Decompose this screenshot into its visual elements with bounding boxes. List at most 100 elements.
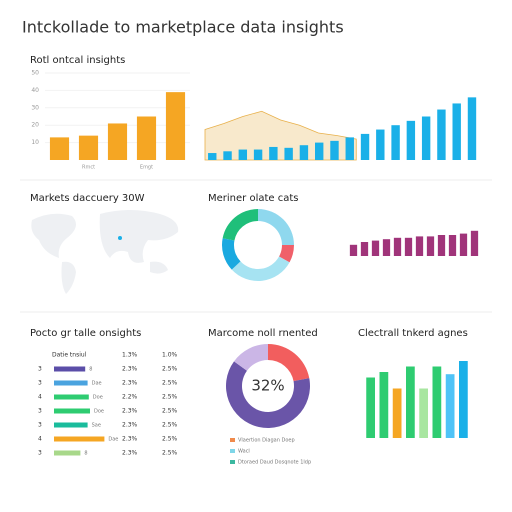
y-tick-label: 20: [31, 122, 39, 129]
row-value: 2.3%: [122, 450, 138, 457]
row-number: 4: [38, 394, 42, 401]
bar: [470, 230, 479, 256]
row-value: 2.2%: [122, 394, 138, 401]
bar: [459, 361, 468, 438]
chart-title: Marcome noll rnented: [208, 328, 318, 339]
donut-segment: [279, 245, 294, 263]
bar: [360, 133, 370, 160]
y-tick-label: 40: [31, 87, 39, 94]
row-number: 3: [38, 380, 42, 387]
donut-segment: [231, 256, 290, 281]
map-title: Markets daccuery 30W: [30, 193, 145, 204]
table-header: 1.0%: [162, 352, 178, 359]
bar: [360, 242, 369, 256]
bar: [382, 239, 391, 256]
bar: [415, 236, 424, 256]
row-label: Dae: [108, 437, 118, 443]
bar: [379, 372, 389, 438]
row-value: 2.5%: [162, 366, 178, 373]
bar: [445, 374, 455, 438]
donut-segment: [222, 238, 241, 270]
bar: [393, 237, 402, 256]
bar: [391, 125, 400, 160]
legend-swatch: [230, 460, 235, 464]
donut-segment: [268, 344, 310, 382]
row-value: 2.5%: [162, 380, 178, 387]
bar: [136, 116, 157, 160]
row-value: 2.5%: [162, 394, 178, 401]
row-value: 2.5%: [162, 450, 178, 457]
table-bar: [54, 450, 81, 456]
bar: [49, 137, 70, 160]
y-tick-label: 50: [31, 70, 39, 77]
row-number: 3: [38, 366, 42, 373]
bar: [426, 236, 435, 256]
row-label: Doe: [94, 409, 104, 415]
x-tick-label: Emgt: [140, 165, 153, 171]
bar: [452, 103, 461, 160]
x-tick-label: Rmct: [82, 165, 95, 171]
center-label: 32%: [251, 377, 284, 395]
bar: [432, 366, 442, 438]
row-label: Dae: [92, 381, 102, 387]
table-header: 1.3%: [122, 352, 138, 359]
donut-segment: [222, 209, 258, 241]
bar: [165, 92, 186, 160]
row-value: 2.5%: [162, 436, 178, 443]
legend-label: Vlaertion Diagan Doep: [238, 438, 295, 444]
table-bar: [54, 380, 88, 386]
donut-segment: [234, 344, 268, 371]
legend-swatch: [230, 449, 235, 453]
bar: [421, 116, 431, 160]
row-value: 2.5%: [162, 422, 178, 429]
bar: [284, 147, 293, 160]
bar: [349, 244, 358, 256]
row-value: 2.3%: [122, 380, 138, 387]
table-bar: [54, 408, 90, 414]
row-label: 8: [89, 367, 92, 373]
bar: [315, 142, 324, 160]
bar: [223, 151, 232, 160]
row-value: 2.3%: [122, 422, 138, 429]
bar: [366, 377, 375, 438]
table-bar: [54, 394, 89, 400]
bar: [467, 97, 477, 160]
legend-label: Wacl: [238, 449, 250, 455]
chart-title: Clectrall tnkerd agnes: [358, 328, 468, 339]
page-title: Intckollade to marketplace data insights: [22, 18, 344, 37]
bar: [419, 388, 428, 438]
row-number: 3: [38, 422, 42, 429]
world-map: [31, 210, 179, 294]
legend-swatch: [230, 438, 235, 442]
bar: [404, 237, 413, 256]
chart-title: Rotl ontcal insights: [30, 55, 125, 66]
row-value: 2.3%: [122, 436, 138, 443]
bar: [78, 135, 99, 160]
bar: [371, 240, 380, 256]
bar: [376, 129, 385, 160]
row-value: 2.3%: [122, 366, 138, 373]
table-title: Pocto gr talle onsights: [30, 328, 141, 339]
bar: [392, 388, 402, 438]
bar: [107, 123, 128, 160]
row-value: 2.5%: [162, 408, 178, 415]
y-tick-label: 30: [31, 104, 39, 111]
bar: [253, 149, 263, 160]
donut-segment: [225, 361, 310, 429]
row-label: 8: [84, 451, 87, 457]
bar: [330, 140, 339, 160]
table-header: Datie tnsiul: [52, 352, 87, 359]
bar: [437, 235, 446, 256]
map-dot: [118, 236, 122, 240]
bar: [345, 137, 354, 160]
bar: [208, 153, 217, 160]
bar: [269, 146, 278, 160]
table-bar: [54, 436, 105, 442]
bar: [459, 233, 468, 256]
row-number: 3: [38, 408, 42, 415]
chart-title: Meriner olate cats: [208, 193, 298, 204]
table-bar: [54, 366, 86, 372]
bar: [437, 109, 446, 160]
